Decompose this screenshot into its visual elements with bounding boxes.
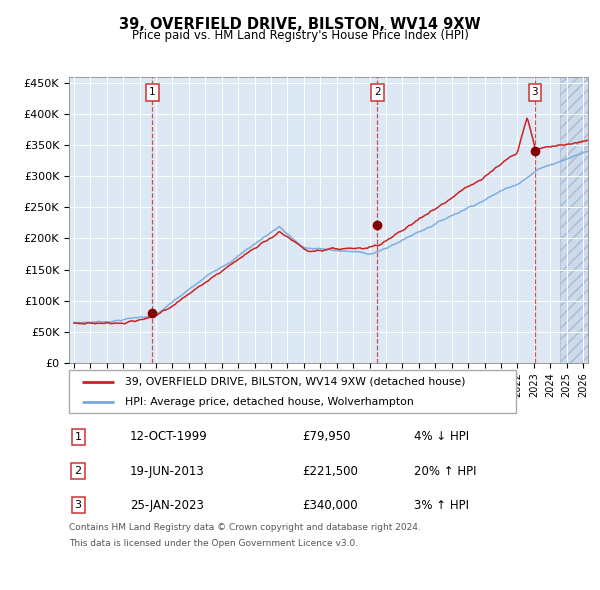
Text: 1: 1 xyxy=(149,87,156,97)
Text: 20% ↑ HPI: 20% ↑ HPI xyxy=(414,464,476,477)
Text: £221,500: £221,500 xyxy=(302,464,358,477)
Text: 4% ↓ HPI: 4% ↓ HPI xyxy=(414,430,469,443)
Text: 39, OVERFIELD DRIVE, BILSTON, WV14 9XW (detached house): 39, OVERFIELD DRIVE, BILSTON, WV14 9XW (… xyxy=(125,377,466,387)
Text: 2: 2 xyxy=(74,466,82,476)
Text: £79,950: £79,950 xyxy=(302,430,351,443)
Bar xyxy=(560,77,588,363)
Text: Contains HM Land Registry data © Crown copyright and database right 2024.: Contains HM Land Registry data © Crown c… xyxy=(69,523,421,532)
Text: 19-JUN-2013: 19-JUN-2013 xyxy=(130,464,205,477)
Text: 3: 3 xyxy=(532,87,538,97)
Text: 3: 3 xyxy=(74,500,82,510)
Text: £340,000: £340,000 xyxy=(302,499,358,512)
Text: HPI: Average price, detached house, Wolverhampton: HPI: Average price, detached house, Wolv… xyxy=(125,397,413,407)
Text: This data is licensed under the Open Government Licence v3.0.: This data is licensed under the Open Gov… xyxy=(69,539,358,548)
Text: 25-JAN-2023: 25-JAN-2023 xyxy=(130,499,204,512)
Text: 39, OVERFIELD DRIVE, BILSTON, WV14 9XW: 39, OVERFIELD DRIVE, BILSTON, WV14 9XW xyxy=(119,17,481,31)
Text: 1: 1 xyxy=(74,432,82,442)
Text: Price paid vs. HM Land Registry's House Price Index (HPI): Price paid vs. HM Land Registry's House … xyxy=(131,30,469,42)
Text: 2: 2 xyxy=(374,87,380,97)
Text: 3% ↑ HPI: 3% ↑ HPI xyxy=(414,499,469,512)
Text: 12-OCT-1999: 12-OCT-1999 xyxy=(130,430,208,443)
